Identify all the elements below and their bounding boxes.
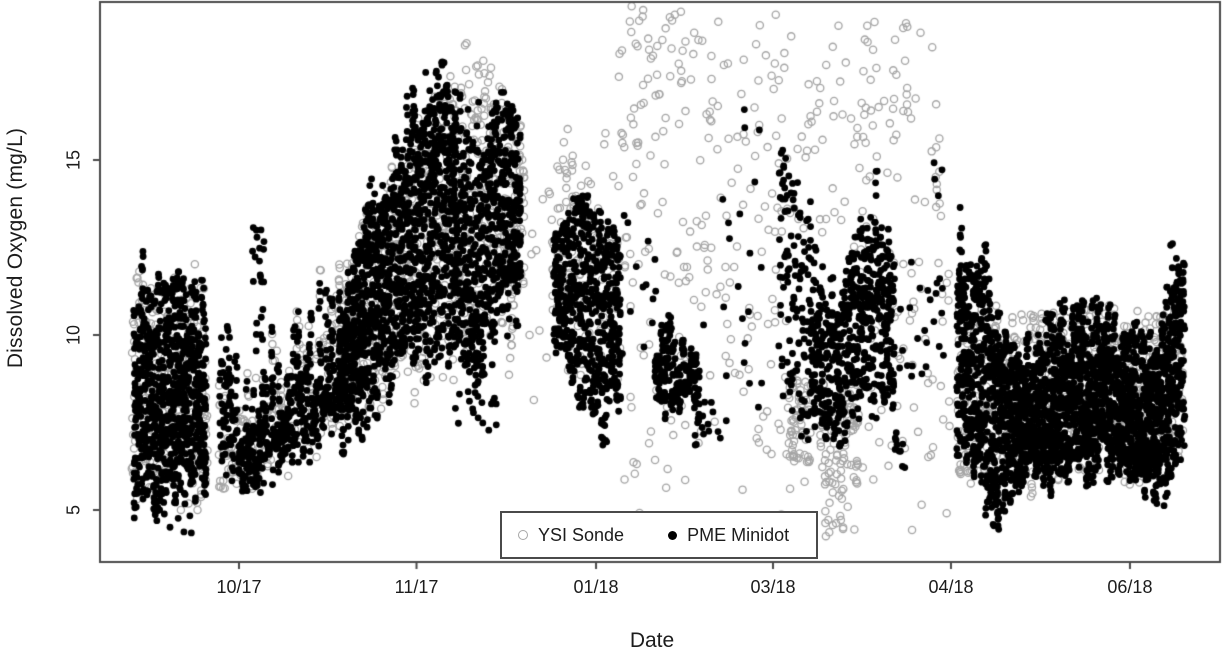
x-tick-label: 03/18 — [750, 577, 796, 597]
y-tick-label: 5 — [63, 504, 84, 516]
legend-item-pme-minidot: PME Minidot — [668, 525, 789, 546]
legend-item-ysi-sonde: YSI Sonde — [518, 525, 624, 546]
legend: YSI Sonde PME Minidot — [500, 511, 818, 559]
x-tick-label: 06/18 — [1107, 577, 1153, 597]
filled-circle-marker-icon — [668, 530, 678, 540]
x-axis-title: Date — [629, 629, 675, 652]
legend-label-ysi-sonde: YSI Sonde — [538, 524, 625, 545]
x-tick-label: 01/18 — [573, 577, 619, 597]
legend-label-pme-minidot: PME Minidot — [687, 524, 790, 545]
y-tick-label: 15 — [63, 149, 84, 171]
open-circle-marker-icon — [518, 530, 528, 540]
x-tick-label: 04/18 — [928, 577, 974, 597]
y-tick-label: 10 — [63, 324, 84, 346]
x-tick-label: 11/17 — [394, 577, 439, 597]
x-tick-label: 10/17 — [216, 577, 262, 597]
y-axis-title: Dissolved Oxygen (mg/L) — [4, 127, 27, 369]
